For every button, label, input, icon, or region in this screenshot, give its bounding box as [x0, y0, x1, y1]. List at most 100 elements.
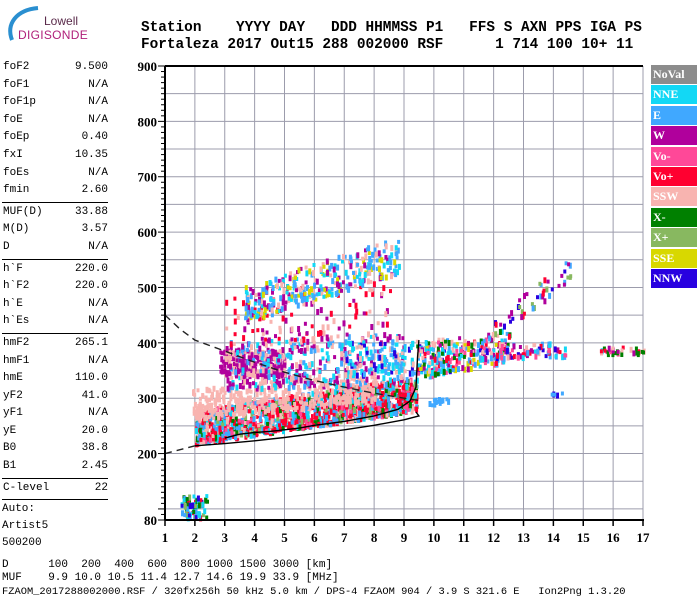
echo-point	[283, 419, 286, 423]
echo-point	[317, 398, 320, 404]
echo-point	[467, 346, 470, 352]
echo-point	[268, 394, 271, 398]
echo-point	[364, 272, 367, 278]
echo-point	[390, 371, 393, 375]
echo-point	[532, 343, 535, 347]
echo-point	[236, 426, 239, 430]
echo-point	[379, 342, 382, 346]
echo-point	[346, 333, 349, 337]
echo-point	[251, 329, 254, 333]
echo-point	[495, 322, 498, 328]
echo-point	[382, 285, 385, 291]
echo-point	[337, 334, 340, 338]
echo-point	[323, 273, 326, 277]
echo-point	[284, 305, 287, 311]
echo-point	[538, 282, 541, 286]
echo-point	[366, 351, 369, 355]
echo-point	[347, 287, 350, 293]
echo-point	[295, 288, 298, 292]
echo-point	[248, 389, 251, 393]
echo-point	[302, 337, 305, 343]
echo-point	[312, 369, 315, 375]
echo-point	[274, 385, 277, 391]
echo-point	[183, 498, 186, 502]
echo-point	[289, 348, 292, 352]
echo-point	[368, 310, 371, 314]
echo-point	[319, 394, 322, 398]
echo-point	[280, 282, 283, 288]
echo-point	[222, 387, 225, 391]
echo-point	[336, 277, 339, 281]
echo-point	[390, 252, 393, 258]
echo-point	[258, 300, 261, 306]
echo-point	[434, 357, 437, 361]
echo-point	[261, 337, 264, 341]
echo-point	[277, 358, 280, 362]
echo-point	[301, 406, 304, 412]
echo-point	[253, 397, 256, 401]
echo-point	[326, 351, 329, 355]
echo-point	[330, 311, 333, 317]
echo-point	[243, 326, 246, 332]
echo-point	[385, 359, 388, 363]
echo-point	[637, 351, 640, 357]
echo-point	[330, 263, 333, 269]
echo-point	[300, 293, 303, 299]
echo-point	[263, 300, 266, 306]
echo-point	[374, 349, 377, 353]
echo-point	[241, 344, 244, 350]
echo-point	[393, 259, 396, 265]
echo-point	[258, 428, 261, 434]
echo-point	[254, 293, 257, 297]
echo-point	[288, 385, 291, 391]
distance-row: D 100 200 400 600 800 1000 1500 3000 [km…	[2, 559, 332, 571]
echo-point	[374, 377, 377, 381]
echo-point	[559, 350, 562, 354]
echo-point	[261, 377, 264, 383]
echo-point	[548, 293, 551, 299]
echo-point	[352, 271, 355, 275]
echo-point	[285, 318, 288, 324]
x-tick-label: 4	[251, 530, 258, 545]
echo-point	[278, 423, 281, 427]
echo-point	[268, 350, 271, 354]
echo-point	[264, 409, 267, 415]
echo-point	[600, 349, 603, 353]
y-tick-label: 900	[138, 59, 158, 74]
echo-point	[313, 344, 316, 348]
echo-point	[545, 287, 548, 293]
echo-point	[284, 413, 287, 417]
echo-point	[213, 386, 216, 392]
echo-point	[475, 353, 478, 357]
echo-point	[548, 344, 551, 348]
echo-point	[384, 369, 387, 375]
echo-point	[523, 293, 526, 299]
echo-point	[491, 362, 494, 366]
echo-point	[411, 371, 414, 377]
echo-point	[334, 389, 337, 395]
echo-point	[420, 349, 423, 353]
echo-point	[543, 277, 546, 283]
echo-point	[311, 324, 314, 328]
echo-point	[262, 351, 265, 357]
echo-point	[286, 378, 289, 384]
echo-point	[361, 257, 364, 261]
echo-point	[275, 394, 278, 398]
echo-point	[363, 371, 366, 377]
echo-point	[536, 349, 539, 355]
echo-point	[501, 344, 504, 350]
echo-point	[277, 364, 280, 368]
echo-point	[217, 398, 220, 402]
echo-point	[488, 336, 491, 342]
echo-point	[378, 406, 381, 412]
echo-point	[199, 438, 202, 442]
echo-point	[363, 311, 366, 315]
echo-point	[234, 369, 237, 375]
echo-point	[304, 372, 307, 376]
echo-point	[439, 343, 442, 347]
echo-point	[448, 345, 451, 351]
echo-point	[354, 284, 357, 288]
echo-point	[284, 301, 287, 305]
echo-point	[290, 313, 293, 317]
echo-point	[635, 347, 638, 351]
